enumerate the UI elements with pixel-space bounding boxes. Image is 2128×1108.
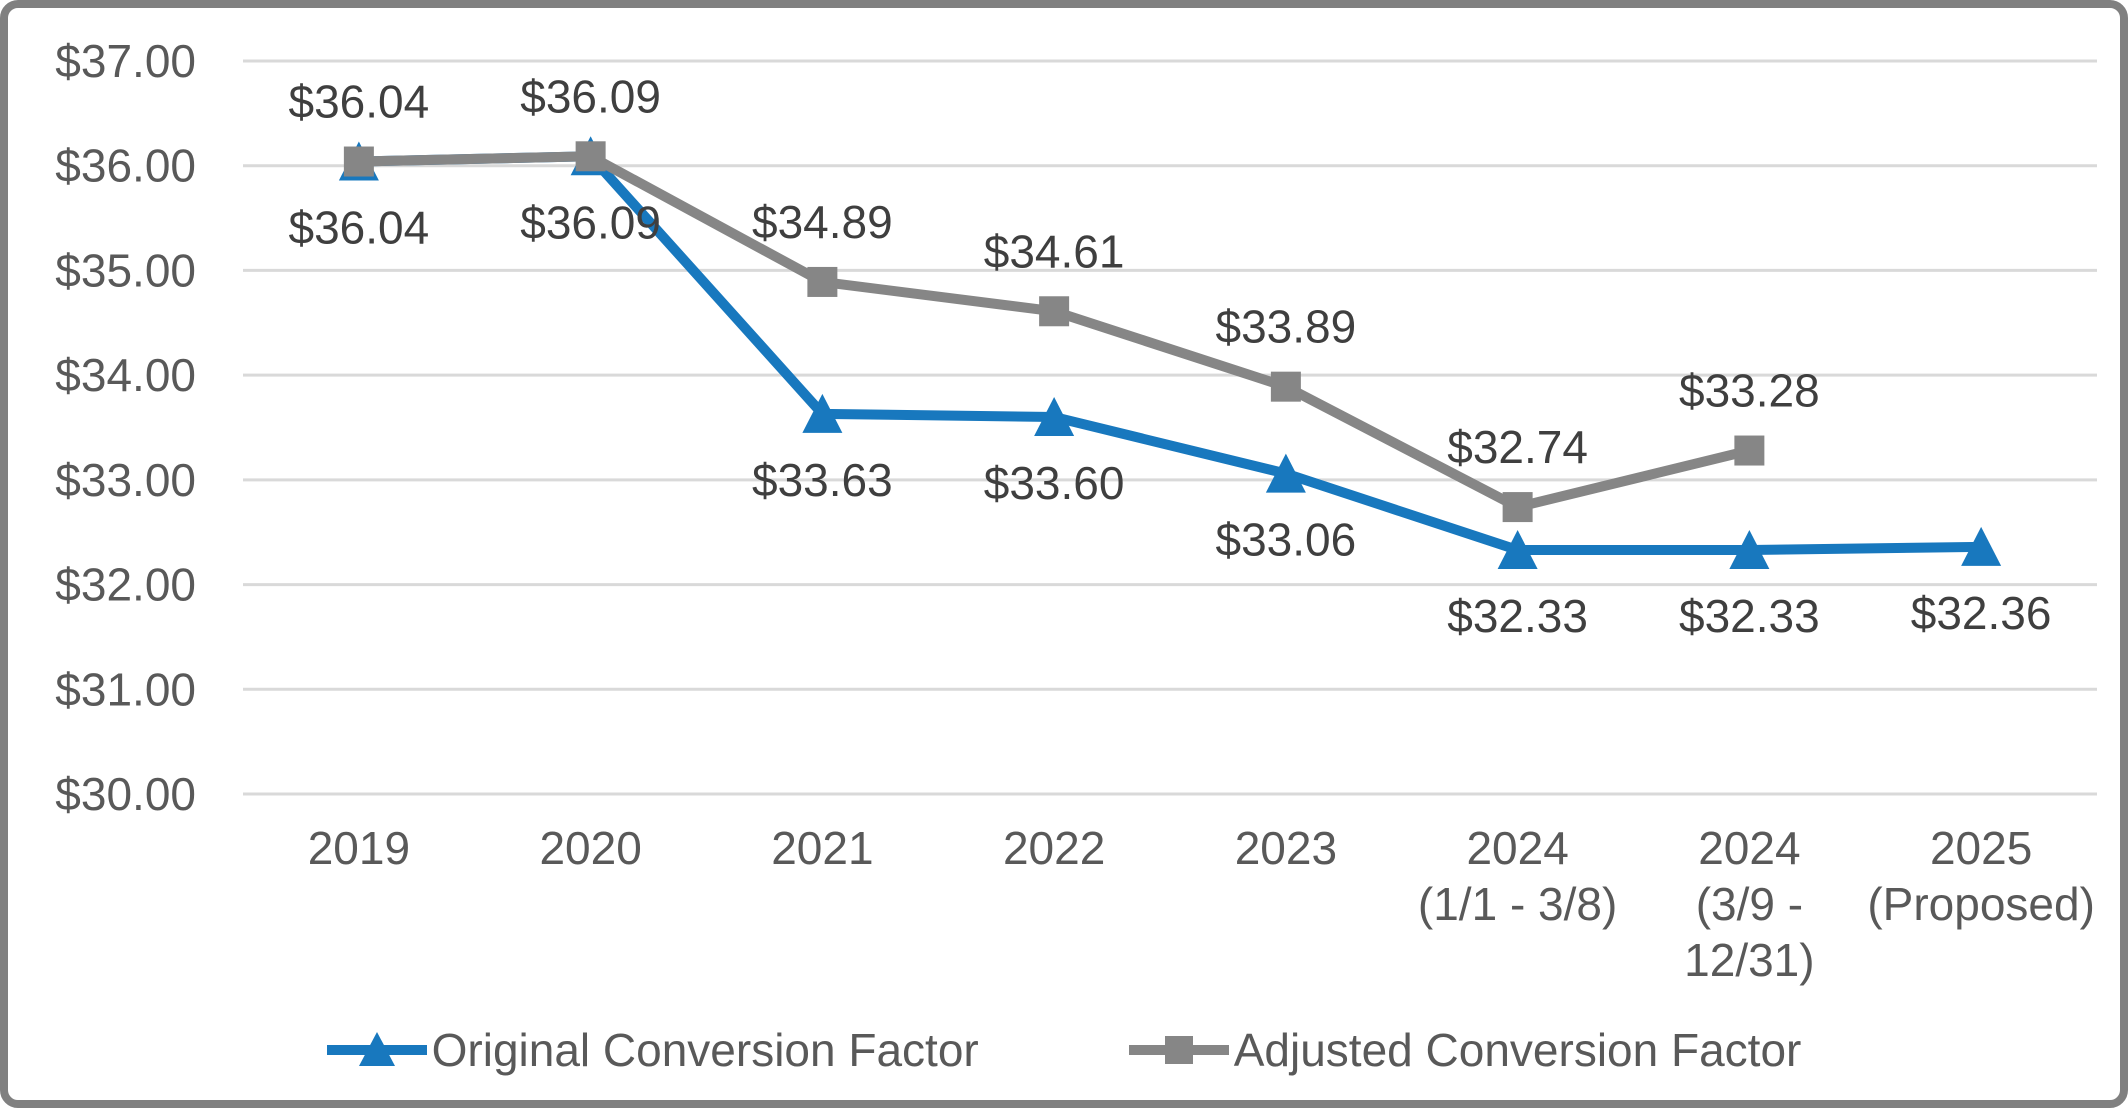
data-labels-adjusted-conversion-factor: $36.04 $36.09 $34.89 $34.61 $33.89 $32.74 $33.…: [289, 70, 1820, 473]
triangle-marker: [1961, 526, 2002, 566]
x-axis-category-label: 2020: [539, 822, 641, 874]
y-axis-tick-label: $36.00: [55, 140, 196, 192]
square-marker: [1502, 492, 1533, 523]
data-label: $36.09: [520, 196, 661, 248]
square-marker: [1270, 371, 1301, 402]
y-axis-tick-label: $33.00: [55, 454, 196, 506]
conversion-factor-line-chart: $30.00 $31.00 $32.00 $33.00 $34.00 $35.00 $36.…: [55, 35, 2097, 986]
data-label: $34.89: [752, 196, 893, 248]
triangle-marker: [802, 393, 843, 433]
triangle-line-marker-icon: [326, 1032, 427, 1066]
square-marker: [575, 141, 606, 172]
square-marker: [807, 266, 838, 297]
x-axis-category-label: 2025 (Proposed): [1867, 822, 2095, 930]
square-line-marker-icon: [1128, 1036, 1229, 1064]
data-labels-original-conversion-factor: $36.04 $36.09 $33.63 $33.60 $33.06 $32.33 $32.…: [289, 196, 2052, 642]
y-axis-tick-label: $37.00: [55, 35, 196, 87]
square-marker: [343, 146, 374, 177]
data-label: $34.61: [984, 225, 1125, 277]
data-label: $33.28: [1679, 365, 1820, 417]
legend-item-adjusted-conversion-factor: Adjusted Conversion Factor: [1128, 1023, 1802, 1077]
legend-item-original-conversion-factor: Original Conversion Factor: [326, 1023, 979, 1077]
data-label: $36.04: [289, 76, 430, 128]
series-line: [358, 151, 1982, 556]
legend-label-adjusted-conversion-factor: Adjusted Conversion Factor: [1233, 1024, 1802, 1076]
triangle-marker: [1265, 453, 1306, 493]
data-label: $32.74: [1447, 421, 1588, 473]
square-marker: [1039, 296, 1070, 327]
data-label: $33.89: [1216, 301, 1357, 353]
y-axis-tick-label: $32.00: [55, 559, 196, 611]
data-label: $33.63: [752, 454, 893, 506]
data-label: $32.33: [1447, 590, 1588, 642]
triangle-marker: [1497, 530, 1538, 570]
square-marker: [1734, 435, 1765, 466]
triangle-marker: [1034, 397, 1075, 437]
y-axis-tick-label: $31.00: [55, 663, 196, 715]
x-axis-category-labels: 2019 2020 2021 2022 2023 2024 (1/1 - 3/8) 2024(…: [308, 822, 2095, 986]
series-adjusted-conversion-factor: [343, 141, 1765, 523]
gridlines: [243, 59, 2097, 796]
triangle-marker: [1729, 530, 1770, 570]
data-label: $33.06: [1216, 514, 1357, 566]
x-axis-category-label: 2024 (1/1 - 3/8): [1418, 822, 1617, 930]
data-label: $36.09: [520, 70, 661, 122]
x-axis-category-label: 2019: [308, 822, 410, 874]
data-label: $33.60: [984, 457, 1125, 509]
data-label: $32.36: [1911, 587, 2052, 639]
x-axis-category-label: 2021: [771, 822, 873, 874]
x-axis-category-label: 2024 (3/9 -12/31): [1684, 822, 1814, 986]
y-axis-tick-labels: $30.00 $31.00 $32.00 $33.00 $34.00 $35.00 $36.…: [55, 35, 196, 820]
chart-legend: Original Conversion Factor Adjusted Conv…: [8, 1023, 2120, 1077]
data-label: $32.33: [1679, 590, 1820, 642]
x-axis-category-label: 2022: [1003, 822, 1105, 874]
legend-label-original-conversion-factor: Original Conversion Factor: [431, 1024, 979, 1076]
y-axis-tick-label: $35.00: [55, 244, 196, 296]
data-label: $36.04: [289, 202, 430, 254]
x-axis-category-label: 2023: [1235, 822, 1337, 874]
y-axis-tick-label: $34.00: [55, 349, 196, 401]
y-axis-tick-label: $30.00: [55, 768, 196, 820]
